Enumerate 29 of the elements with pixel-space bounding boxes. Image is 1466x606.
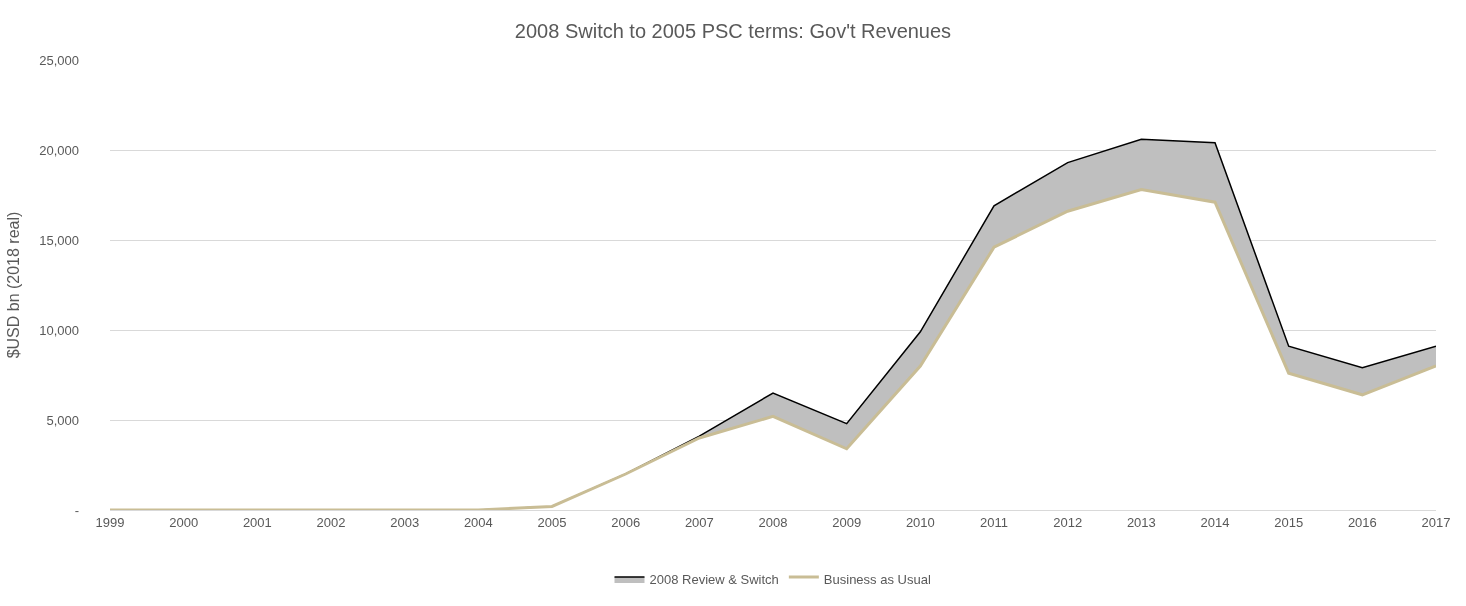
- x-tick-label: 2005: [537, 514, 567, 530]
- x-tick-label: 2010: [905, 514, 935, 530]
- x-tick-label: 2015: [1274, 514, 1304, 530]
- y-tick-label: 20,000: [39, 142, 79, 158]
- x-tick-label: 2001: [242, 514, 272, 530]
- x-tick-label: 2012: [1053, 514, 1083, 530]
- y-axis-title: $USD bn (2018 real): [5, 211, 23, 359]
- x-tick-label: 2009: [832, 514, 862, 530]
- y-tick-label: 15,000: [39, 232, 79, 248]
- chart-title: 2008 Switch to 2005 PSC terms: Gov't Revenues: [514, 20, 952, 43]
- x-tick-label: 2003: [390, 514, 420, 530]
- x-tick-label: 2016: [1347, 514, 1377, 530]
- x-tick-label: 2000: [169, 514, 199, 530]
- x-tick-label: 2002: [316, 514, 346, 530]
- x-tick-label: 2008: [758, 514, 788, 530]
- x-tick-label: 2004: [463, 514, 493, 530]
- y-tick-label: 25,000: [39, 52, 79, 68]
- x-tick-label: 2014: [1200, 514, 1230, 530]
- y-tick-label: 10,000: [39, 322, 79, 338]
- x-tick-label: 1999: [95, 514, 125, 530]
- x-tick-label: 2011: [980, 514, 1008, 530]
- x-tick-label: 2013: [1126, 514, 1156, 530]
- legend-label: 2008 Review & Switch: [649, 572, 779, 588]
- x-tick-label: 2006: [611, 514, 641, 530]
- x-tick-label: 2007: [684, 514, 714, 530]
- y-tick-label: -: [74, 502, 79, 518]
- y-tick-label: 5,000: [46, 412, 79, 428]
- x-tick-label: 2017: [1421, 514, 1451, 530]
- legend-label: Business as Usual: [823, 572, 931, 588]
